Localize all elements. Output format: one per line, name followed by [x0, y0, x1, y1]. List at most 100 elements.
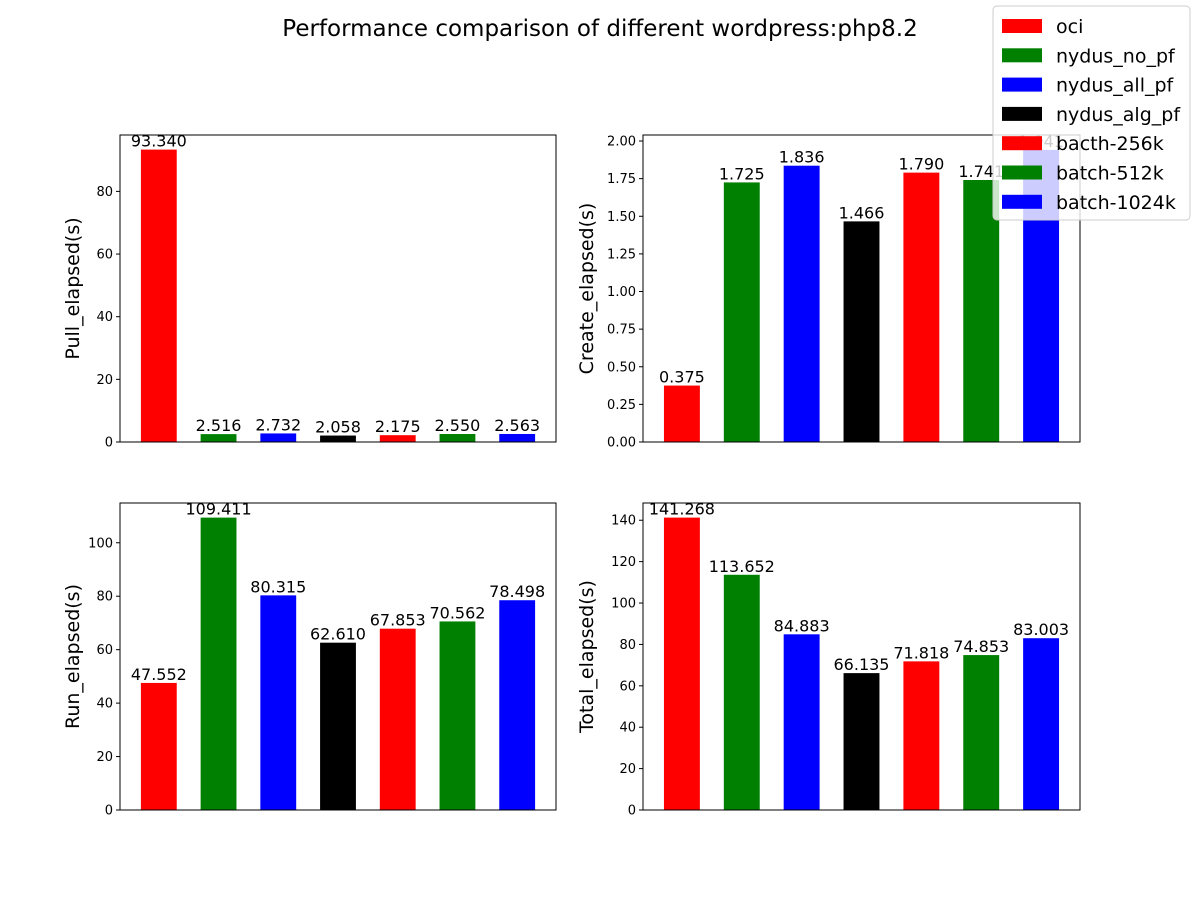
bar: [140, 149, 177, 443]
legend-label: nydus_no_pf: [1056, 45, 1176, 67]
legend-swatch: [1002, 136, 1042, 151]
y-tick-label: 0: [105, 804, 113, 819]
bar: [783, 165, 820, 442]
bar: [200, 434, 237, 442]
data-label: 47.552: [131, 665, 187, 684]
y-tick-label: 1.75: [607, 172, 636, 187]
data-label: 2.563: [494, 416, 540, 435]
bar: [499, 433, 536, 442]
y-tick-label: 100: [88, 536, 113, 551]
y-tick-label: 2.00: [607, 135, 636, 150]
bar: [379, 628, 416, 810]
data-label: 2.058: [315, 418, 361, 437]
data-label: 141.268: [649, 500, 715, 519]
y-axis-label: Total_elapsed(s): [576, 580, 598, 734]
bar: [963, 179, 1000, 442]
y-tick-label: 40: [96, 697, 113, 712]
chart-title: Performance comparison of different word…: [282, 16, 917, 42]
legend-swatch: [1002, 194, 1042, 209]
bar: [843, 673, 880, 810]
bar: [439, 621, 476, 810]
legend-label: nydus_all_pf: [1056, 75, 1175, 97]
y-tick-label: 60: [96, 248, 113, 263]
legend-item: nydus_alg_pf: [1002, 104, 1181, 126]
legend-item: nydus_no_pf: [1002, 45, 1176, 67]
bar: [320, 642, 356, 810]
y-tick-label: 0: [105, 436, 113, 451]
legend-item: oci: [1002, 16, 1083, 38]
data-label: 83.003: [1013, 620, 1069, 639]
axes-frame: [642, 502, 1081, 811]
y-tick-label: 80: [96, 185, 113, 200]
legend-swatch: [1002, 165, 1042, 180]
bar: [260, 595, 297, 810]
data-label: 67.853: [370, 611, 426, 630]
y-tick-label: 0.50: [607, 360, 636, 375]
y-tick-label: 100: [611, 597, 636, 612]
data-label: 71.818: [893, 643, 949, 662]
legend-swatch: [1002, 19, 1042, 33]
subplots: 93.340 2.516 2.732 2.058 2.175 2.550 2.563 0 20 4…: [62, 132, 1081, 819]
y-tick-label: 20: [96, 373, 113, 388]
legend-swatch: [1002, 48, 1042, 63]
axes-frame: [119, 134, 557, 443]
bar: [723, 182, 760, 442]
data-label: 2.550: [435, 416, 481, 435]
data-label: 70.562: [429, 603, 485, 622]
y-tick-label: 0.25: [607, 398, 636, 413]
axes-frame: [642, 134, 1081, 443]
y-axis-label: Run_elapsed(s): [62, 584, 84, 729]
bar: [140, 682, 177, 810]
data-label: 109.411: [185, 500, 251, 519]
y-tick-label: 80: [96, 590, 113, 605]
y-axis-label: Create_elapsed(s): [576, 203, 598, 375]
y-tick-label: 1.00: [607, 285, 636, 300]
data-label: 2.516: [196, 416, 242, 435]
legend-item: nydus_all_pf: [1002, 75, 1175, 97]
bar: [723, 574, 760, 810]
bar: [783, 634, 820, 810]
y-axis-label: Pull_elapsed(s): [62, 217, 84, 359]
legend-swatch: [1002, 77, 1042, 92]
bar: [320, 435, 356, 442]
subplot-1: 93.340 2.516 2.732 2.058 2.175 2.550 2.563 0 20 4…: [62, 132, 557, 451]
legend-item: bacth-256k: [1002, 133, 1164, 155]
y-tick-label: 0.75: [607, 323, 636, 338]
axes-frame: [119, 502, 557, 811]
y-tick-label: 20: [619, 762, 636, 777]
y-tick-label: 60: [619, 679, 636, 694]
y-tick-label: 80: [619, 638, 636, 653]
bar: [903, 661, 940, 810]
legend-label: batch-1024k: [1056, 192, 1176, 214]
data-label: 84.883: [774, 616, 830, 635]
data-label: 2.732: [255, 415, 301, 434]
data-label: 1.466: [839, 203, 885, 222]
bar: [260, 433, 297, 442]
bar: [1023, 638, 1060, 810]
data-label: 74.853: [953, 637, 1009, 656]
y-tick-label: 20: [96, 750, 113, 765]
legend-label: bacth-256k: [1056, 133, 1164, 155]
bar: [499, 600, 536, 810]
bar: [200, 517, 237, 810]
y-tick-label: 60: [96, 643, 113, 658]
legend-label: oci: [1056, 16, 1083, 38]
bar: [963, 655, 1000, 810]
bar: [379, 435, 416, 442]
bar: [663, 517, 700, 810]
y-tick-label: 1.25: [607, 247, 636, 262]
data-label: 1.725: [719, 164, 765, 183]
legend: oci nydus_no_pf nydus_all_pf nydus_alg_pfba…: [992, 5, 1191, 221]
legend-swatch: [1002, 106, 1042, 121]
y-tick-label: 120: [611, 555, 636, 570]
data-label: 66.135: [834, 655, 890, 674]
data-label: 2.175: [375, 417, 421, 436]
data-label: 80.315: [250, 577, 306, 596]
legend-label: nydus_alg_pf: [1056, 104, 1181, 126]
data-label: 93.340: [131, 132, 187, 151]
data-label: 1.790: [898, 155, 944, 174]
bar: [663, 385, 700, 442]
data-label: 62.610: [310, 625, 366, 644]
